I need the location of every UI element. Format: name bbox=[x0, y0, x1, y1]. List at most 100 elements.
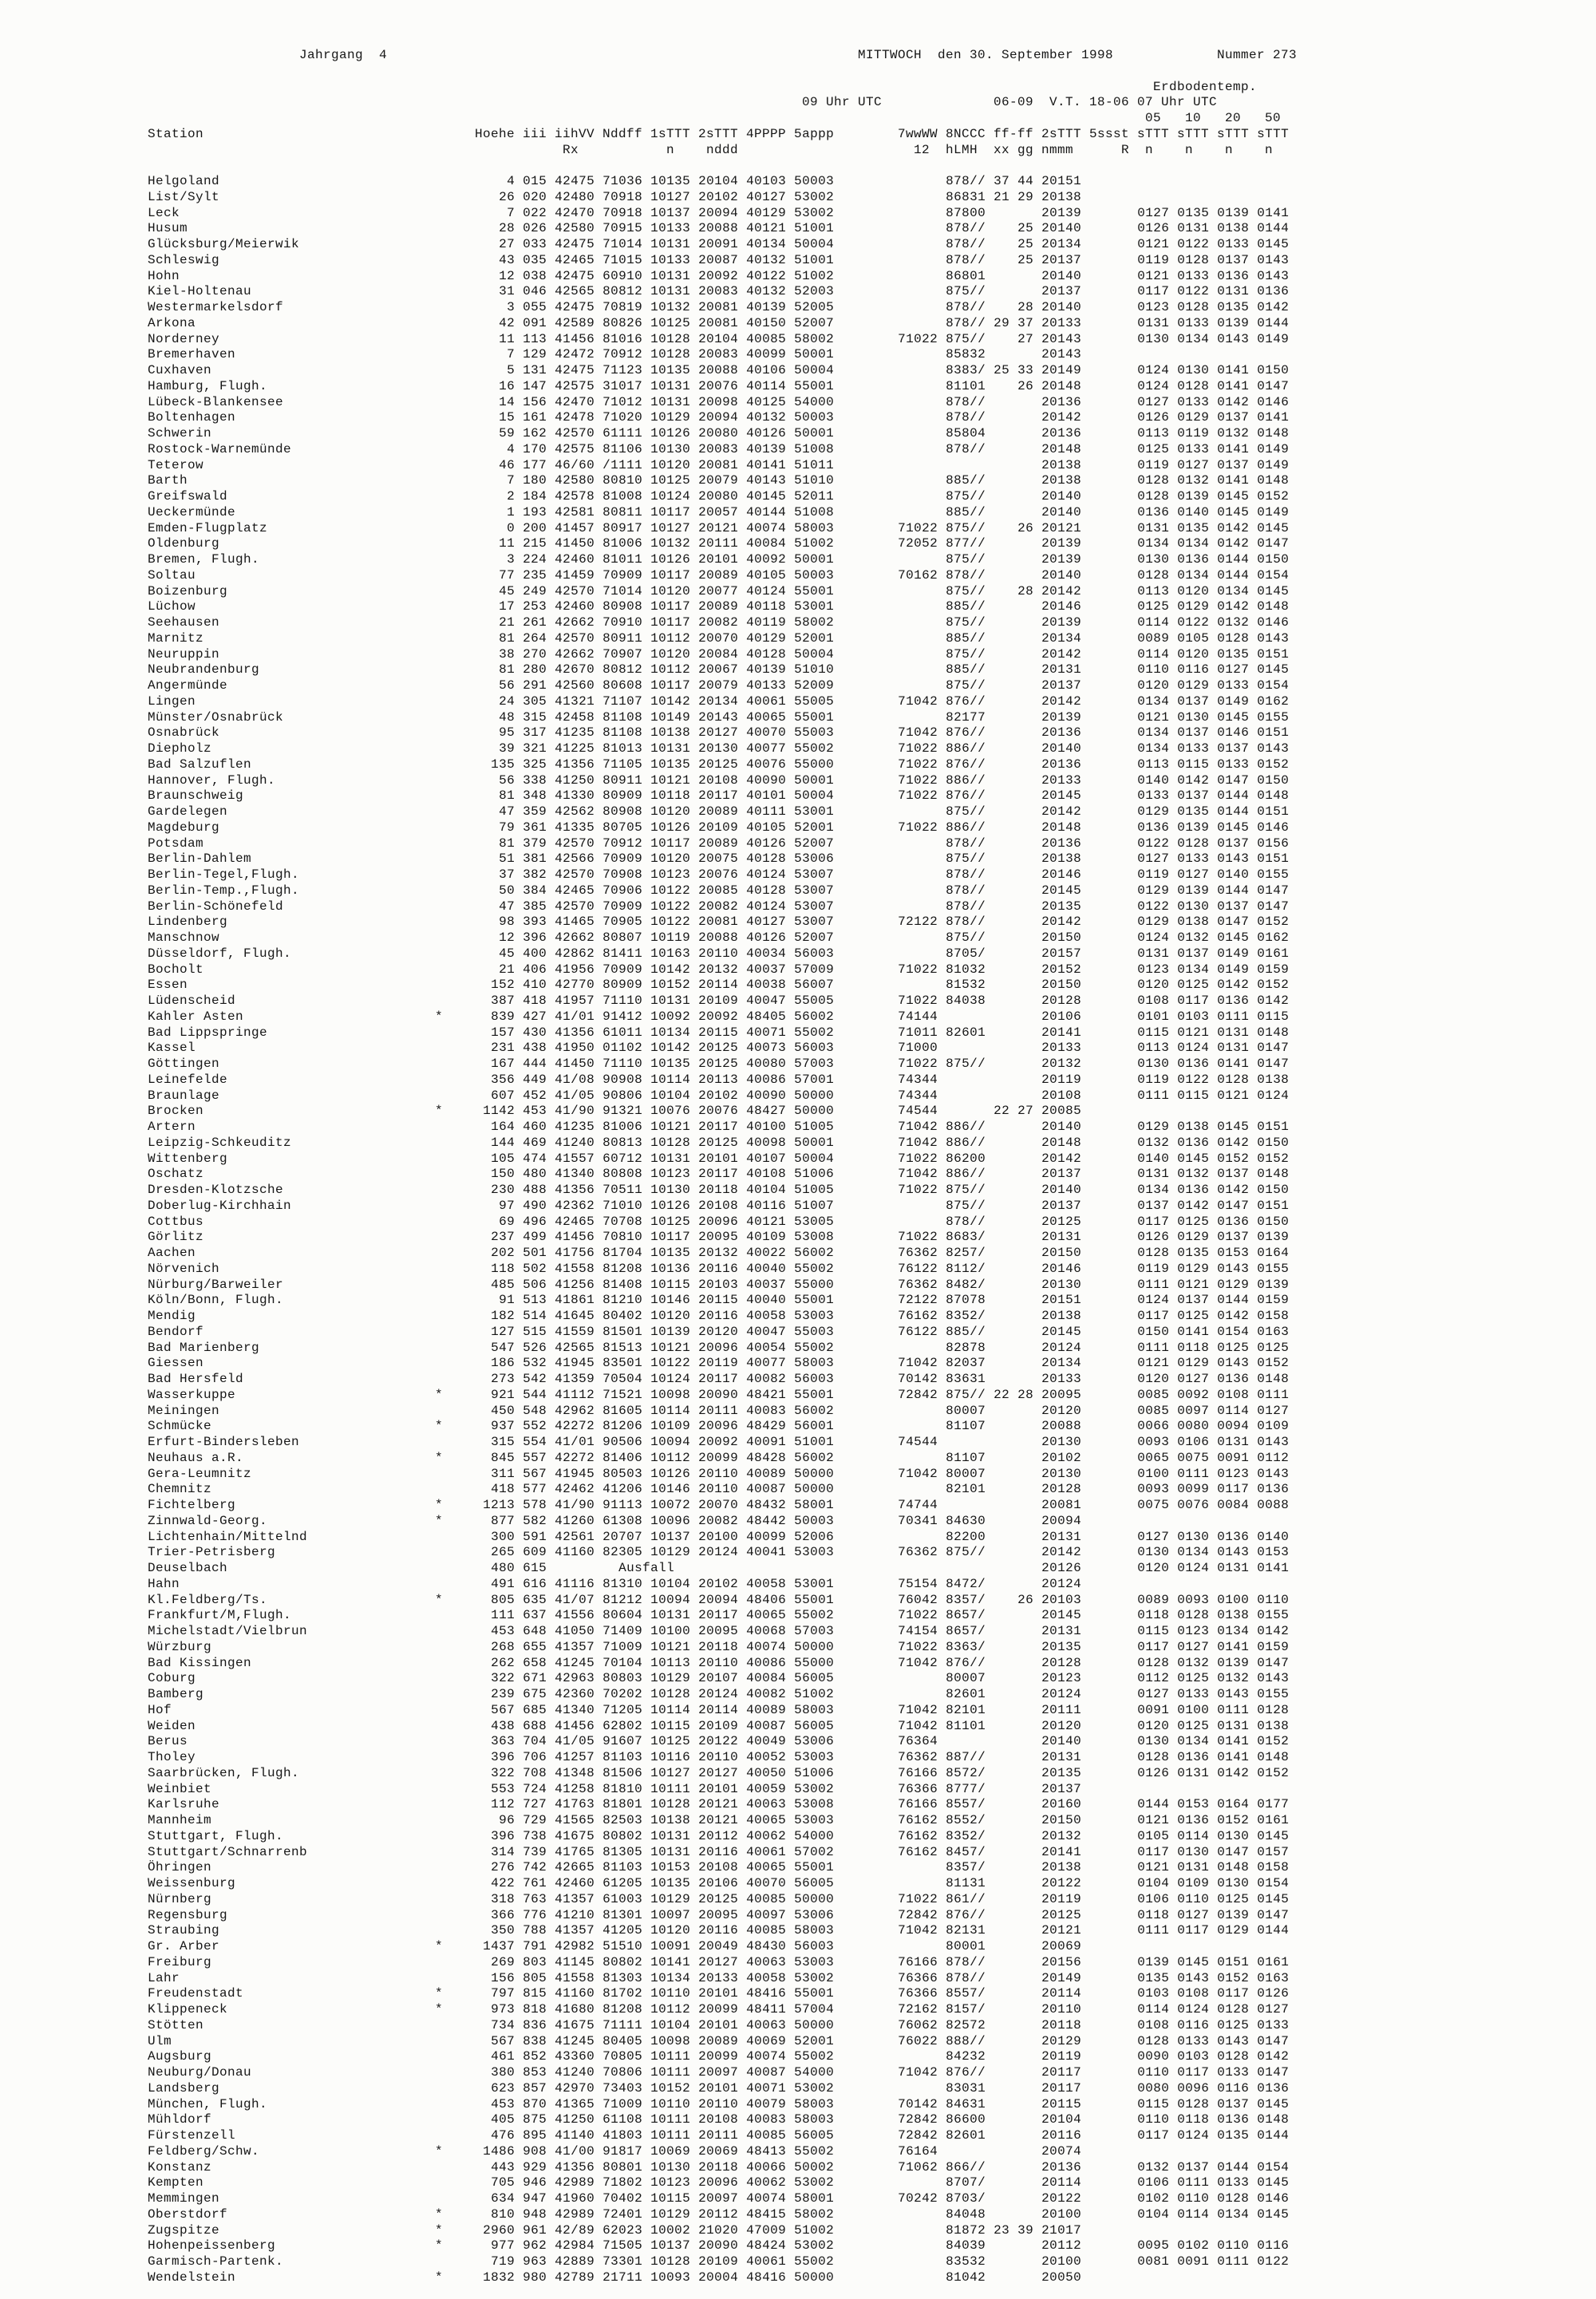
table-row: Mühldorf 405 875 41250 61108 10111 20108… bbox=[148, 2112, 1290, 2127]
table-row: Bad Kissingen 262 658 41245 70104 10113 … bbox=[148, 1655, 1290, 1670]
table-row: Kl.Feldberg/Ts. * 805 635 41/07 81212 10… bbox=[148, 1592, 1290, 1607]
table-row: Braunlage 607 452 41/05 90806 10104 2010… bbox=[148, 1088, 1290, 1103]
table-row: Stuttgart/Schnarrenb 314 739 41765 81305… bbox=[148, 1844, 1290, 1859]
table-row: Chemnitz 418 577 42462 41206 10146 20110… bbox=[148, 1482, 1290, 1497]
table-row: Cuxhaven 5 131 42475 71123 10135 20088 4… bbox=[148, 363, 1290, 377]
table-row: Weissenburg 422 761 42460 61205 10135 20… bbox=[148, 1876, 1290, 1890]
table-row: Norderney 11 113 41456 81016 10128 20104… bbox=[148, 331, 1290, 346]
column-headers-right: 7wwWW 8NCCC ff-ff 2sTTT 5ssst sTTT sTTT … bbox=[898, 126, 1290, 141]
table-row: Hannover, Flugh. 56 338 41250 80911 1012… bbox=[148, 772, 1290, 788]
table-row: Mannheim 96 729 41565 82503 10138 20121 … bbox=[148, 1813, 1290, 1827]
table-row: Bremen, Flugh. 3 224 42460 81011 10126 2… bbox=[148, 552, 1290, 567]
table-row: Boltenhagen 15 161 42478 71020 10129 200… bbox=[148, 410, 1290, 425]
table-row: Teterow 46 177 46/60 /1111 10120 20081 4… bbox=[148, 457, 1290, 472]
utc09-label: 09 Uhr UTC bbox=[802, 95, 883, 110]
station-rows: Helgoland 4 015 42475 71036 10135 20104 … bbox=[148, 174, 1289, 2286]
table-row: Magdeburg 79 361 41335 80705 10126 20109… bbox=[148, 820, 1290, 835]
table-row: Cottbus 69 496 42465 70708 10125 20096 4… bbox=[148, 1214, 1290, 1229]
table-row: Lingen 24 305 41321 71107 10142 20134 40… bbox=[148, 693, 1290, 709]
table-row: Frankfurt/M,Flugh. 111 637 41556 80604 1… bbox=[148, 1608, 1290, 1623]
table-row: Fürstenzell 476 895 41140 41803 10111 20… bbox=[148, 2128, 1290, 2143]
table-row: Mendig 182 514 41645 80402 10120 20116 4… bbox=[148, 1309, 1290, 1323]
table-row: Greifswald 2 184 42578 81008 10124 20080… bbox=[148, 489, 1290, 504]
table-row: Oberstdorf * 810 948 42989 72401 10129 2… bbox=[148, 2206, 1290, 2222]
table-row: Bamberg 239 675 42360 70202 10128 20124 … bbox=[148, 1687, 1290, 1701]
table-row: Lindenberg 98 393 41465 70905 10122 2008… bbox=[148, 914, 1290, 930]
table-row: Seehausen 21 261 42662 70910 10117 20082… bbox=[148, 615, 1290, 630]
table-row: Feldberg/Schw. * 1486 908 41/00 91817 10… bbox=[148, 2143, 1082, 2159]
table-row: Bremerhaven 7 129 42472 70912 10128 2008… bbox=[148, 347, 1082, 362]
subheader-n: n bbox=[1185, 142, 1194, 157]
table-row: Erfurt-Bindersleben 315 554 41/01 90506 … bbox=[148, 1435, 1290, 1449]
table-row: Bad Marienberg 547 526 42565 81513 10121… bbox=[148, 1340, 1290, 1355]
subheader-n: n bbox=[1225, 142, 1234, 157]
subheader-hlmh: hLMH bbox=[946, 142, 978, 157]
table-row: Hahn 491 616 41116 81310 10104 20102 400… bbox=[148, 1576, 1082, 1591]
table-row: Bocholt 21 406 41956 70909 10142 20132 4… bbox=[148, 962, 1290, 977]
table-row: Artern 164 460 41235 81006 10121 20117 4… bbox=[148, 1120, 1290, 1134]
table-row: Schmücke * 937 552 42272 81206 10109 200… bbox=[148, 1419, 1290, 1434]
table-row: Nörvenich 118 502 41558 81208 10136 2011… bbox=[148, 1261, 1290, 1276]
table-row: Leipzig-Schkeuditz 144 469 41240 80813 1… bbox=[148, 1135, 1290, 1150]
table-row: Arkona 42 091 42589 80826 10125 20081 40… bbox=[148, 315, 1290, 330]
table-row: Marnitz 81 264 42570 80911 10112 20070 4… bbox=[148, 630, 1290, 646]
table-row: Weiden 438 688 41456 62802 10115 20109 4… bbox=[148, 1718, 1290, 1733]
table-row: Brocken * 1142 453 41/90 91321 10076 200… bbox=[148, 1104, 1082, 1119]
table-row: Schwerin 59 162 42570 61111 10126 20080 … bbox=[148, 426, 1290, 440]
table-row: Potsdam 81 379 42570 70912 10117 20089 4… bbox=[148, 835, 1290, 851]
table-row: Regensburg 366 776 41210 81301 10097 200… bbox=[148, 1907, 1290, 1922]
table-row: Berlin-Tegel,Flugh. 37 382 42570 70908 1… bbox=[148, 867, 1290, 882]
table-row: Neuburg/Donau 380 853 41240 70806 10111 … bbox=[148, 2065, 1290, 2080]
subheader-gg: gg bbox=[1017, 142, 1034, 157]
table-row: Hof 567 685 41340 71205 10114 20114 4008… bbox=[148, 1702, 1290, 1717]
table-row: Wendelstein * 1832 980 42789 21711 10093… bbox=[148, 2269, 1082, 2285]
table-row: Ulm 567 838 41245 80405 10098 20089 4006… bbox=[148, 2033, 1290, 2048]
table-row: Oldenburg 11 215 41450 81006 10132 20111… bbox=[148, 536, 1290, 551]
table-row: Hohenpeissenberg * 977 962 42984 71505 1… bbox=[148, 2238, 1290, 2254]
table-row: Karlsruhe 112 727 41763 81801 10128 2012… bbox=[148, 1797, 1290, 1812]
table-row: Tholey 396 706 41257 81103 10116 20110 4… bbox=[148, 1750, 1290, 1764]
subheader-n: n bbox=[1265, 142, 1274, 157]
table-row: Weinbiet 553 724 41258 81810 10111 20101… bbox=[148, 1781, 1082, 1796]
table-row: Soltau 77 235 41459 70909 10117 20089 40… bbox=[148, 567, 1290, 583]
table-row: Bendorf 127 515 41559 81501 10139 20120 … bbox=[148, 1324, 1290, 1339]
table-row: Doberlug-Kirchhain 97 490 42362 71010 10… bbox=[148, 1198, 1290, 1213]
column-headers-left: Hoehe iii iihVV Nddff 1sTTT 2sTTT 4PPPP … bbox=[475, 126, 835, 141]
table-row: Schleswig 43 035 42465 71015 10133 20087… bbox=[148, 252, 1290, 267]
table-row: Landsberg 623 857 42970 73403 10152 2010… bbox=[148, 2080, 1290, 2096]
subheader-n: n bbox=[1145, 142, 1154, 157]
table-row: Essen 152 410 42770 80909 10152 20114 40… bbox=[148, 978, 1290, 993]
table-row: Gera-Leumnitz 311 567 41945 80503 10126 … bbox=[148, 1466, 1290, 1481]
table-row: Lahr 156 805 41558 81303 10134 20133 400… bbox=[148, 1970, 1290, 1985]
weather-bulletin: Jahrgang 4 MITTWOCH den 30. September 19… bbox=[148, 48, 1297, 2285]
table-row: Freiburg 269 803 41145 80802 10141 20127… bbox=[148, 1954, 1290, 1969]
table-row: Freudenstadt * 797 815 41160 81702 10110… bbox=[148, 1986, 1290, 2001]
table-row: Aachen 202 501 41756 81704 10135 20132 4… bbox=[148, 1246, 1290, 1260]
table-row: Angermünde 56 291 42560 80608 10117 2007… bbox=[148, 678, 1290, 693]
table-row: Giessen 186 532 41945 83501 10122 20119 … bbox=[148, 1356, 1290, 1371]
table-row: Glücksburg/Meierwik 27 033 42475 71014 1… bbox=[148, 237, 1290, 251]
table-row: Leinefelde 356 449 41/08 90908 10114 201… bbox=[148, 1072, 1290, 1087]
subheader-r: R bbox=[1121, 142, 1130, 157]
table-row: Garmisch-Partenk. 719 963 42889 73301 10… bbox=[148, 2254, 1290, 2269]
table-row: Würzburg 268 655 41357 71009 10121 20118… bbox=[148, 1639, 1290, 1654]
table-row: Öhringen 276 742 42665 81103 10153 20108… bbox=[148, 1860, 1290, 1875]
table-row: Lübeck-Blankensee 14 156 42470 71012 101… bbox=[148, 394, 1290, 409]
table-row: Münster/Osnabrück 48 315 42458 81108 101… bbox=[148, 709, 1290, 725]
table-row: Kahler Asten * 839 427 41/01 91412 10092… bbox=[148, 1009, 1290, 1024]
table-row: Neubrandenburg 81 280 42670 80812 10112 … bbox=[148, 662, 1290, 677]
table-row: Husum 28 026 42580 70915 10133 20088 401… bbox=[148, 221, 1290, 236]
subheader-n: n bbox=[666, 142, 675, 157]
table-row: Kiel-Holtenau 31 046 42565 80812 10131 2… bbox=[148, 284, 1290, 299]
table-row: Kassel 231 438 41950 01102 10142 20125 4… bbox=[148, 1041, 1290, 1056]
table-row: Westermarkelsdorf 3 055 42475 70819 1013… bbox=[148, 300, 1290, 314]
table-row: Wittenberg 105 474 41557 60712 10131 201… bbox=[148, 1151, 1290, 1166]
table-row: Manschnow 12 396 42662 80807 10119 20088… bbox=[148, 930, 1290, 945]
table-row: Kempten 705 946 42989 71802 10123 20096 … bbox=[148, 2175, 1290, 2190]
subheader-rx: Rx bbox=[563, 142, 579, 157]
table-row: Michelstadt/Vielbrun 453 648 41050 71409… bbox=[148, 1624, 1290, 1638]
table-row: Rostock-Warnemünde 4 170 42575 81106 101… bbox=[148, 441, 1290, 456]
table-row: Ueckermünde 1 193 42581 80811 10117 2005… bbox=[148, 504, 1290, 519]
table-row: Oschatz 150 480 41340 80808 10123 20117 … bbox=[148, 1167, 1290, 1182]
